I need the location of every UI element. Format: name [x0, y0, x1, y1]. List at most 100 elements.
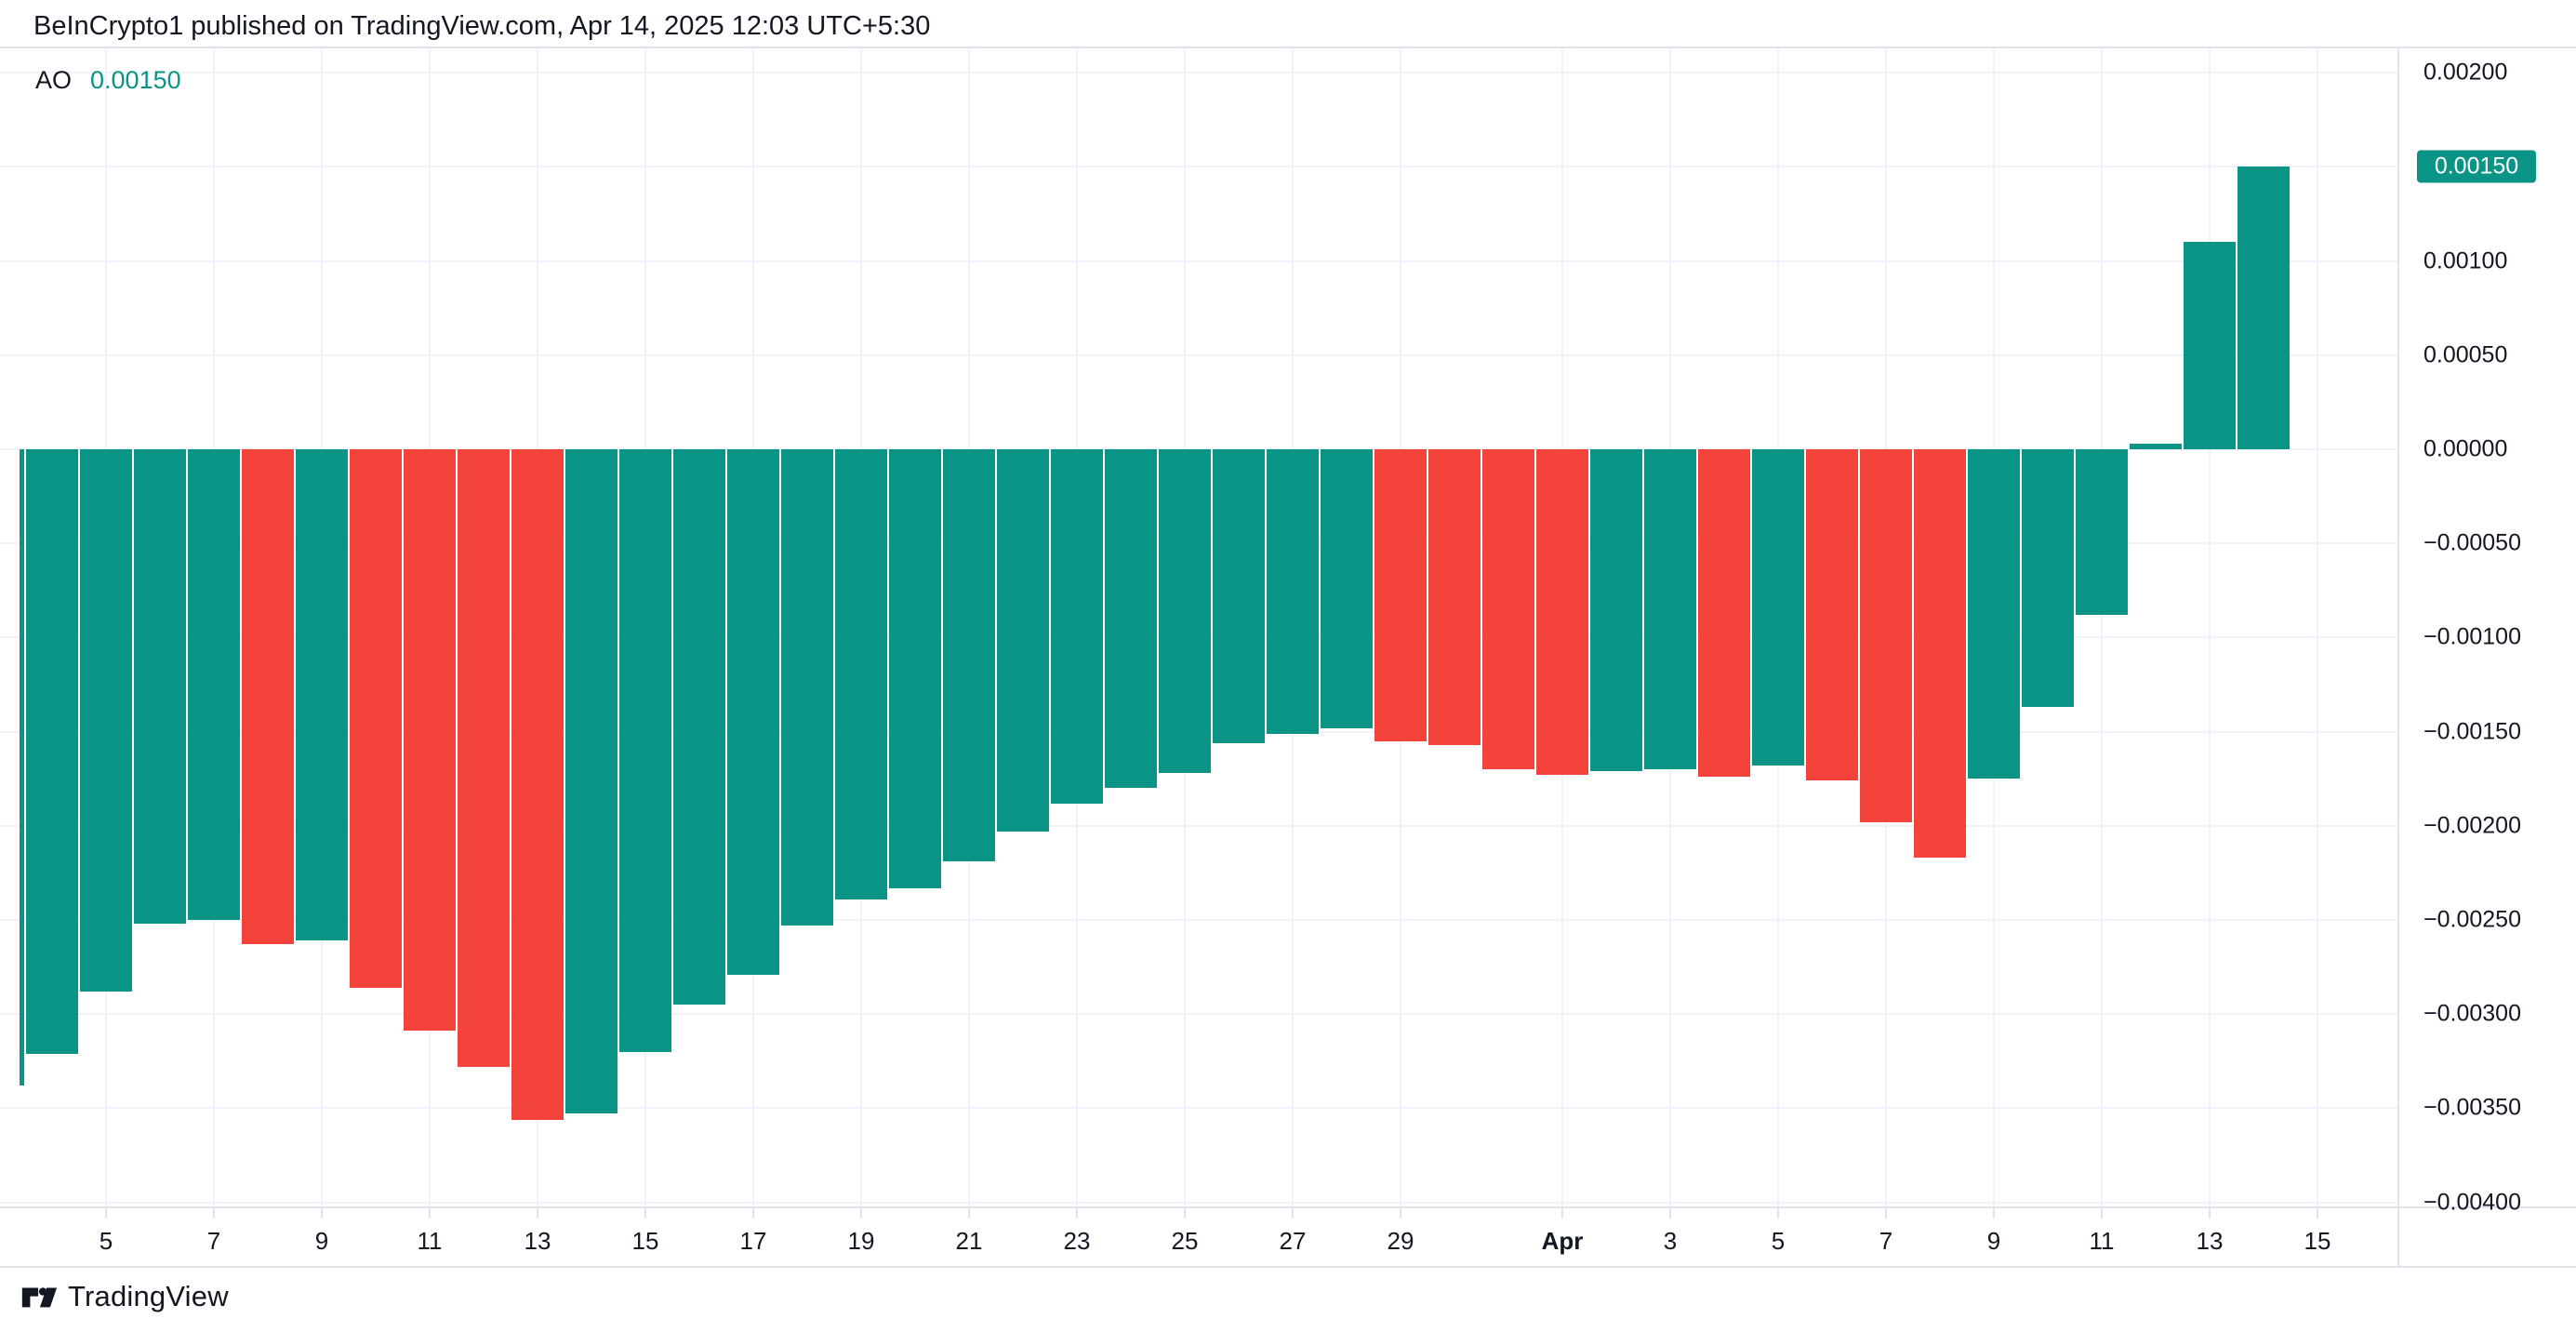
time-axis-tick	[429, 1208, 431, 1219]
time-axis-label: 3	[1663, 1227, 1678, 1255]
time-axis-label: 9	[1986, 1227, 2001, 1255]
time-axis-tick	[1184, 1208, 1186, 1219]
ao-bar-apr-13[interactable]	[2184, 242, 2236, 449]
time-axis-tick	[1777, 1208, 1779, 1219]
ao-bar-mar-26[interactable]	[1213, 449, 1265, 743]
time-axis-label: 15	[2304, 1227, 2331, 1255]
price-axis-label: 0.00200	[2423, 59, 2508, 86]
ao-bar-apr-3[interactable]	[1644, 449, 1696, 769]
time-axis-tick	[2317, 1208, 2318, 1219]
time-axis-label: 19	[847, 1227, 875, 1255]
price-axis-label: −0.00200	[2423, 812, 2521, 839]
ao-bar-apr-11[interactable]	[2076, 449, 2128, 615]
ao-bar-mar-29[interactable]	[1374, 449, 1427, 741]
time-axis-label: 15	[631, 1227, 659, 1255]
ao-bar-apr-8[interactable]	[1914, 449, 1966, 858]
price-axis-label: 0.00000	[2423, 435, 2508, 462]
ao-bar-mar-3[interactable]	[20, 449, 24, 1086]
ao-bar-mar-9[interactable]	[296, 449, 348, 940]
ao-bar-mar-6[interactable]	[134, 449, 186, 924]
time-axis-bottom-border	[0, 1266, 2576, 1268]
ao-bar-mar-10[interactable]	[350, 449, 402, 988]
time-axis-label: 21	[955, 1227, 983, 1255]
ao-bar-mar-12[interactable]	[458, 449, 510, 1067]
price-axis-label: −0.00100	[2423, 623, 2521, 650]
time-axis-label: 23	[1063, 1227, 1091, 1255]
ao-bar-mar-7[interactable]	[188, 449, 240, 920]
ao-bar-mar-18[interactable]	[781, 449, 833, 926]
ao-bar-mar-25[interactable]	[1159, 449, 1211, 773]
ao-bar-apr-12[interactable]	[2130, 444, 2182, 449]
ao-bar-mar-22[interactable]	[997, 449, 1049, 832]
time-axis-label: 11	[2089, 1227, 2115, 1255]
indicator-name-label[interactable]: AO	[35, 66, 73, 94]
horizontal-gridline	[0, 260, 2397, 262]
ao-bar-apr-14[interactable]	[2237, 166, 2290, 449]
time-axis-tick	[1993, 1208, 1995, 1219]
horizontal-gridline	[0, 72, 2397, 73]
time-axis-tick	[860, 1208, 862, 1219]
ao-bar-mar-27[interactable]	[1267, 449, 1319, 734]
time-axis-tick	[1669, 1208, 1671, 1219]
ao-bar-mar-21[interactable]	[943, 449, 995, 861]
time-axis-label: 11	[417, 1227, 443, 1255]
time-axis-label: 17	[739, 1227, 767, 1255]
price-axis-label: −0.00350	[2423, 1094, 2521, 1121]
ao-bar-mar-30[interactable]	[1428, 449, 1481, 745]
time-axis-label: 7	[206, 1227, 221, 1255]
price-axis-label: −0.00050	[2423, 529, 2521, 556]
ao-bar-mar-11[interactable]	[404, 449, 456, 1031]
ao-bar-apr-9[interactable]	[1968, 449, 2020, 779]
ao-bar-mar-31[interactable]	[1482, 449, 1534, 769]
vertical-gridline	[2209, 47, 2211, 1206]
ao-bar-mar-4[interactable]	[26, 449, 78, 1054]
time-axis-tick	[1561, 1208, 1563, 1219]
horizontal-gridline	[0, 1202, 2397, 1204]
ao-bar-mar-17[interactable]	[727, 449, 779, 975]
ao-bar-apr-4[interactable]	[1698, 449, 1750, 777]
price-axis-label: −0.00150	[2423, 718, 2521, 745]
time-axis-tick	[1400, 1208, 1401, 1219]
tradingview-brand-text[interactable]: TradingView	[68, 1280, 229, 1312]
ao-bar-mar-16[interactable]	[673, 449, 725, 1005]
horizontal-gridline	[0, 825, 2397, 827]
ao-bar-mar-20[interactable]	[889, 449, 941, 888]
ao-bar-apr-2[interactable]	[1590, 449, 1642, 771]
price-axis-label: −0.00300	[2423, 1000, 2521, 1027]
indicator-current-value: 0.00150	[90, 66, 181, 94]
time-axis-label: 7	[1879, 1227, 1893, 1255]
ao-bar-mar-5[interactable]	[80, 449, 132, 992]
ao-bar-apr-7[interactable]	[1860, 449, 1912, 822]
horizontal-gridline	[0, 354, 2397, 356]
price-axis-label: −0.00400	[2423, 1189, 2521, 1216]
ao-bar-mar-14[interactable]	[565, 449, 617, 1113]
tradingview-logo-icon[interactable]	[20, 1284, 58, 1311]
time-axis-tick	[2209, 1208, 2211, 1219]
ao-bar-mar-23[interactable]	[1051, 449, 1103, 804]
ao-bar-mar-24[interactable]	[1105, 449, 1157, 788]
ao-bar-apr-1[interactable]	[1536, 449, 1588, 775]
time-axis-label: 29	[1387, 1227, 1414, 1255]
time-axis-label: 9	[314, 1227, 329, 1255]
time-axis-tick	[1076, 1208, 1078, 1219]
time-axis-top-border	[0, 1206, 2576, 1208]
ao-bar-apr-5[interactable]	[1752, 449, 1804, 766]
horizontal-gridline	[0, 919, 2397, 921]
ao-bar-mar-8[interactable]	[242, 449, 294, 944]
ao-bar-mar-28[interactable]	[1321, 449, 1373, 728]
ao-bar-mar-19[interactable]	[835, 449, 887, 899]
time-axis-tick	[105, 1208, 107, 1219]
time-axis-label: 25	[1171, 1227, 1199, 1255]
indicator-legend: AO 0.00150	[35, 66, 181, 94]
ao-bar-apr-6[interactable]	[1806, 449, 1858, 780]
ao-bar-mar-15[interactable]	[619, 449, 671, 1052]
time-axis-tick	[644, 1208, 646, 1219]
time-axis-label: Apr	[1541, 1227, 1584, 1255]
ao-bar-apr-10[interactable]	[2022, 449, 2074, 707]
pane-top-border	[0, 47, 2576, 48]
time-axis-tick	[752, 1208, 754, 1219]
price-axis-border	[2397, 47, 2399, 1268]
ao-bar-mar-13[interactable]	[511, 449, 564, 1120]
